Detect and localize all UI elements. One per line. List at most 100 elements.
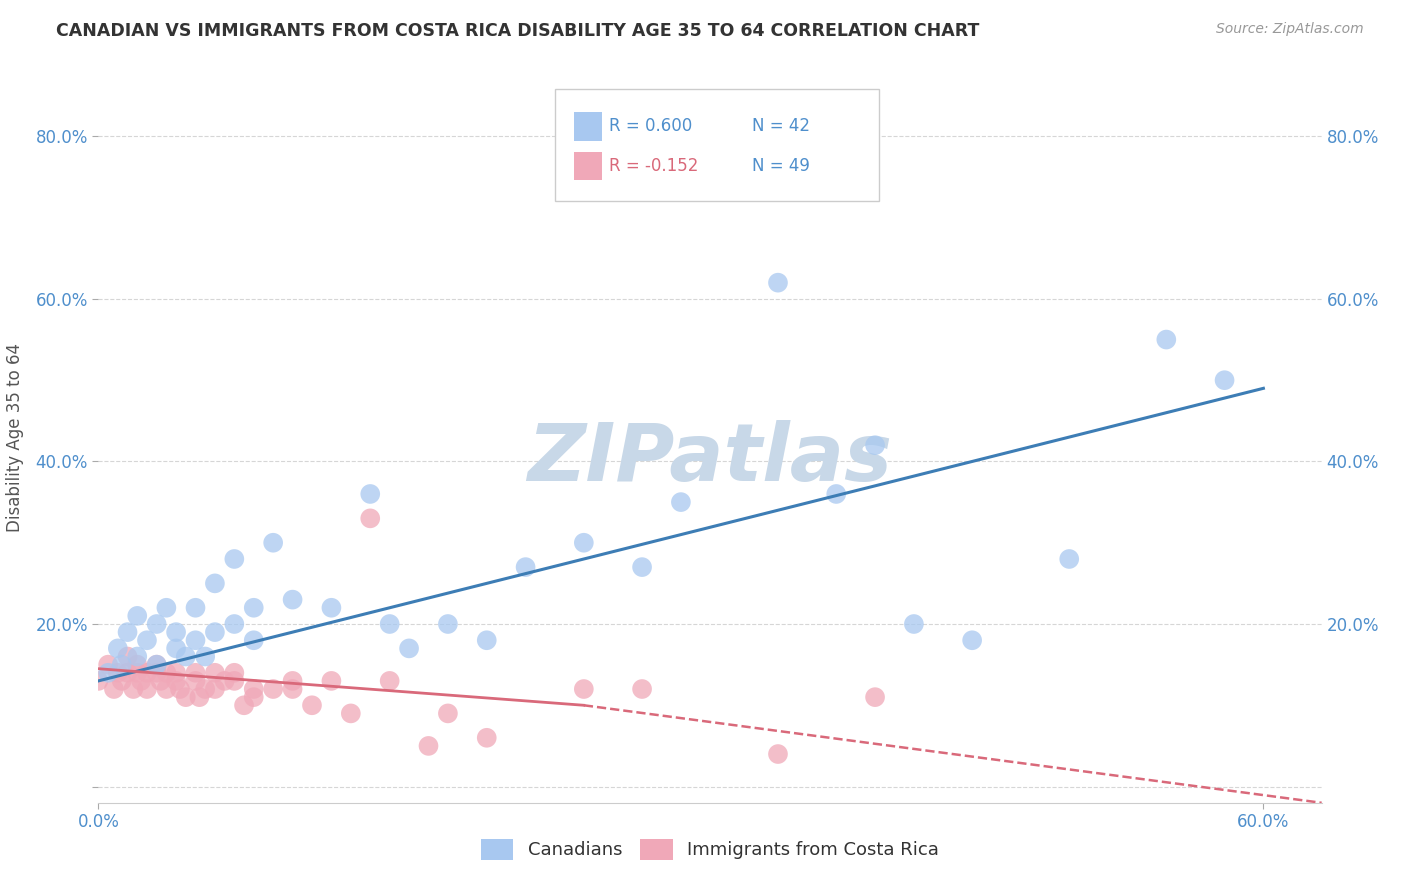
Point xyxy=(378,673,401,688)
Point xyxy=(281,681,304,696)
Point xyxy=(242,600,264,615)
Point xyxy=(437,617,460,632)
Point xyxy=(1213,373,1236,387)
Point xyxy=(122,681,145,696)
Text: N = 42: N = 42 xyxy=(752,117,810,135)
Point xyxy=(224,552,246,566)
Point xyxy=(281,673,304,688)
Point xyxy=(669,495,692,509)
Point xyxy=(165,673,187,688)
Point xyxy=(242,633,264,648)
Point xyxy=(766,747,789,761)
Point xyxy=(184,665,207,680)
Point xyxy=(224,617,246,632)
Point xyxy=(111,673,134,688)
Point xyxy=(475,633,498,648)
Point xyxy=(475,731,498,745)
Point xyxy=(242,681,264,696)
Point xyxy=(155,681,177,696)
Point xyxy=(224,665,246,680)
Y-axis label: Disability Age 35 to 64: Disability Age 35 to 64 xyxy=(7,343,24,532)
Point xyxy=(863,690,886,705)
Point xyxy=(1156,333,1178,347)
Point xyxy=(136,633,159,648)
Point xyxy=(321,600,343,615)
Point xyxy=(572,681,595,696)
Point xyxy=(242,690,264,705)
Point xyxy=(340,706,363,721)
Point xyxy=(194,649,217,664)
Point xyxy=(1057,552,1080,566)
Point xyxy=(165,665,187,680)
Text: R = -0.152: R = -0.152 xyxy=(609,157,699,175)
Legend: Canadians, Immigrants from Costa Rica: Canadians, Immigrants from Costa Rica xyxy=(474,831,946,867)
Text: N = 49: N = 49 xyxy=(752,157,810,175)
Point xyxy=(149,673,172,688)
Text: R = 0.600: R = 0.600 xyxy=(609,117,692,135)
Point xyxy=(262,681,284,696)
Point xyxy=(145,665,167,680)
Point xyxy=(145,657,167,672)
Point xyxy=(301,698,323,713)
Point xyxy=(960,633,983,648)
Point xyxy=(103,681,125,696)
Point xyxy=(127,665,149,680)
Point xyxy=(97,665,120,680)
Point xyxy=(631,681,654,696)
Point xyxy=(117,649,139,664)
Point xyxy=(204,576,226,591)
Point xyxy=(631,560,654,574)
Point xyxy=(169,681,191,696)
Point xyxy=(188,690,211,705)
Point xyxy=(184,633,207,648)
Point xyxy=(184,673,207,688)
Point xyxy=(572,535,595,549)
Point xyxy=(863,438,886,452)
Point xyxy=(437,706,460,721)
Point xyxy=(127,649,149,664)
Point xyxy=(233,698,256,713)
Text: ZIPatlas: ZIPatlas xyxy=(527,420,893,498)
Point xyxy=(903,617,925,632)
Point xyxy=(766,276,789,290)
Point xyxy=(378,617,401,632)
Point xyxy=(204,665,226,680)
Point xyxy=(136,665,159,680)
Text: CANADIAN VS IMMIGRANTS FROM COSTA RICA DISABILITY AGE 35 TO 64 CORRELATION CHART: CANADIAN VS IMMIGRANTS FROM COSTA RICA D… xyxy=(56,22,980,40)
Point xyxy=(107,641,129,656)
Point xyxy=(214,673,236,688)
Point xyxy=(204,681,226,696)
Point xyxy=(321,673,343,688)
Point xyxy=(87,673,110,688)
Point xyxy=(825,487,848,501)
Point xyxy=(136,681,159,696)
Point xyxy=(418,739,440,753)
Point xyxy=(359,511,381,525)
Point xyxy=(165,625,187,640)
Point xyxy=(111,657,134,672)
Point xyxy=(107,665,129,680)
Text: Source: ZipAtlas.com: Source: ZipAtlas.com xyxy=(1216,22,1364,37)
Point xyxy=(129,673,152,688)
Point xyxy=(127,657,149,672)
Point xyxy=(515,560,537,574)
Point xyxy=(127,608,149,623)
Point xyxy=(97,657,120,672)
Point xyxy=(224,673,246,688)
Point xyxy=(398,641,420,656)
Point xyxy=(359,487,381,501)
Point xyxy=(174,649,197,664)
Point xyxy=(145,617,167,632)
Point xyxy=(155,665,177,680)
Point xyxy=(174,690,197,705)
Point xyxy=(194,681,217,696)
Point xyxy=(145,657,167,672)
Point xyxy=(204,625,226,640)
Point xyxy=(184,600,207,615)
Point xyxy=(155,600,177,615)
Point xyxy=(117,625,139,640)
Point xyxy=(117,665,139,680)
Point xyxy=(262,535,284,549)
Point xyxy=(281,592,304,607)
Point xyxy=(165,641,187,656)
